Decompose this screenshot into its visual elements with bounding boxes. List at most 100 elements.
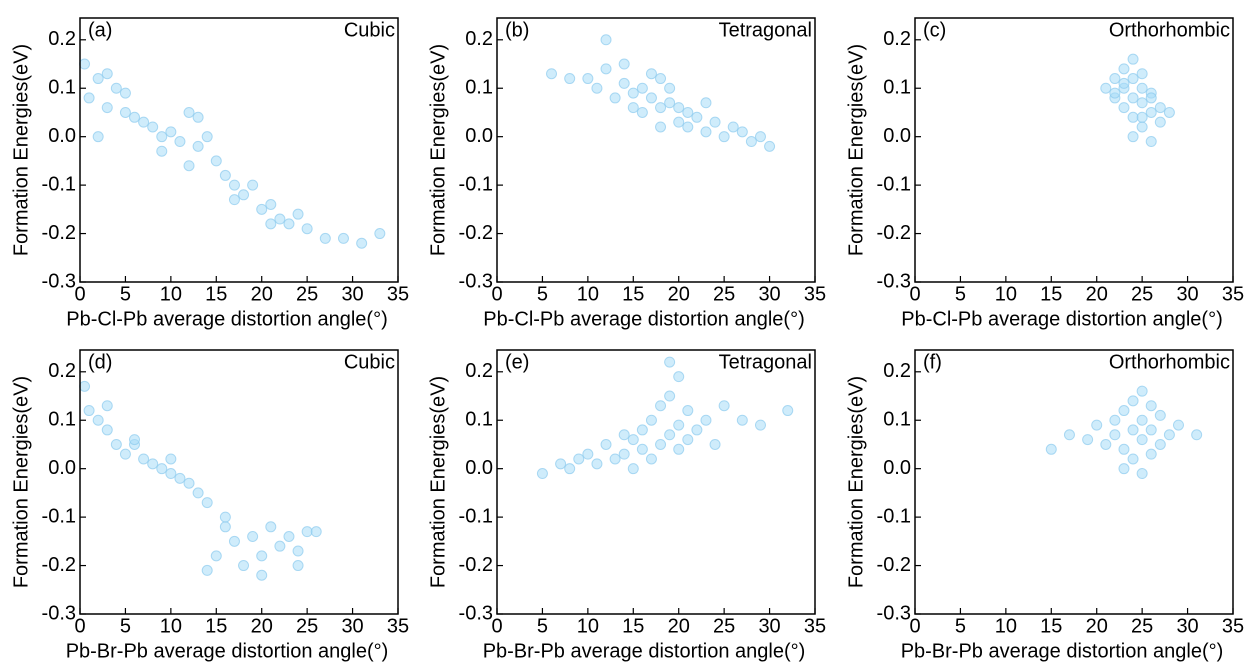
panel: 0 5 10 15 20 25 30 35 -0.3 -0.2 -0.1 0.0 0.1 0.2 (c) Or… xyxy=(845,17,1244,330)
data-point xyxy=(627,463,639,475)
data-point xyxy=(1136,121,1148,133)
x-tick-label: 35 xyxy=(387,615,409,637)
data-point xyxy=(83,405,95,417)
y-tick-label: -0.2 xyxy=(459,554,493,576)
data-point xyxy=(1154,438,1166,450)
x-tick-label: 0 xyxy=(491,615,502,637)
data-point xyxy=(247,179,259,191)
data-point xyxy=(727,121,739,133)
data-point xyxy=(1154,116,1166,128)
data-point xyxy=(1163,429,1175,441)
data-point xyxy=(165,126,177,138)
panel-label: (b) xyxy=(505,19,529,41)
data-point xyxy=(736,414,748,426)
data-point xyxy=(1154,102,1166,114)
data-point xyxy=(138,453,150,465)
data-point xyxy=(274,213,286,225)
data-point xyxy=(210,550,222,562)
y-tick-label: -0.2 xyxy=(877,222,911,244)
data-point xyxy=(627,434,639,446)
data-point xyxy=(1127,92,1139,104)
data-point xyxy=(1109,87,1121,99)
x-tick-label: 25 xyxy=(296,283,318,305)
data-point xyxy=(618,448,630,460)
x-tick-label: 20 xyxy=(251,283,273,305)
data-point xyxy=(1118,443,1130,455)
data-point xyxy=(1109,429,1121,441)
data-point xyxy=(636,106,648,118)
y-tick-label: -0.1 xyxy=(42,505,76,527)
data-point xyxy=(1091,419,1103,431)
x-tick-label: 5 xyxy=(120,615,131,637)
x-tick-label: 20 xyxy=(1086,283,1108,305)
data-point xyxy=(1127,395,1139,407)
data-point xyxy=(356,237,368,249)
x-tick-label: 5 xyxy=(537,615,548,637)
y-tick-label: -0.3 xyxy=(459,270,493,292)
data-point xyxy=(1136,97,1148,109)
data-point xyxy=(147,121,159,133)
data-point xyxy=(183,477,195,489)
data-point xyxy=(292,208,304,220)
data-point xyxy=(174,136,186,148)
panel-label: (f) xyxy=(923,351,942,373)
data-point xyxy=(673,419,685,431)
x-axis-label: Pb-Br-Pb average distortion angle(°) xyxy=(66,640,389,662)
y-tick-label: -0.2 xyxy=(42,222,76,244)
data-point xyxy=(709,116,721,128)
panel-annotation: Cubic xyxy=(344,19,395,41)
x-tick-label: 15 xyxy=(205,283,227,305)
x-tick-label: 35 xyxy=(1222,615,1244,637)
y-tick-label: -0.1 xyxy=(877,173,911,195)
data-point xyxy=(129,111,141,123)
x-tick-label: 0 xyxy=(74,615,85,637)
x-tick-label: 5 xyxy=(955,615,966,637)
data-point xyxy=(129,434,141,446)
data-point xyxy=(1191,429,1203,441)
x-tick-label: 20 xyxy=(251,615,273,637)
data-point xyxy=(636,82,648,94)
data-point xyxy=(709,438,721,450)
y-tick-label: -0.1 xyxy=(42,173,76,195)
y-tick-label: -0.2 xyxy=(42,554,76,576)
data-point xyxy=(609,92,621,104)
plot-frame xyxy=(914,349,1234,615)
data-point xyxy=(1118,63,1130,75)
data-point xyxy=(219,511,231,523)
data-point xyxy=(782,405,794,417)
y-tick-label: 0.0 xyxy=(883,457,911,479)
x-axis-label: Pb-Cl-Pb average distortion angle(°) xyxy=(483,308,804,330)
data-point xyxy=(664,356,676,368)
data-point xyxy=(201,497,213,509)
x-tick-label: 30 xyxy=(758,615,780,637)
data-point xyxy=(283,530,295,542)
x-tick-label: 35 xyxy=(804,615,826,637)
data-point xyxy=(265,198,277,210)
data-point xyxy=(138,116,150,128)
y-tick-label: -0.2 xyxy=(877,554,911,576)
y-tick-label: -0.1 xyxy=(459,173,493,195)
data-point xyxy=(310,526,322,538)
data-point xyxy=(700,97,712,109)
y-axis-label: Formation Energies(eV) xyxy=(427,376,449,588)
y-tick-label: -0.3 xyxy=(877,602,911,624)
data-point xyxy=(636,424,648,436)
data-point xyxy=(1127,131,1139,143)
data-point xyxy=(156,145,168,157)
data-point xyxy=(1118,102,1130,114)
data-point xyxy=(1154,409,1166,421)
y-tick-label: 0.0 xyxy=(48,457,76,479)
data-point xyxy=(600,438,612,450)
data-point xyxy=(1118,77,1130,89)
data-point xyxy=(764,140,776,152)
data-point xyxy=(682,405,694,417)
data-point xyxy=(1118,463,1130,475)
data-point xyxy=(256,203,268,215)
data-point xyxy=(92,131,104,143)
data-point xyxy=(238,560,250,572)
x-tick-label: 15 xyxy=(622,283,644,305)
x-tick-label: 5 xyxy=(537,283,548,305)
y-tick-label: 0.2 xyxy=(465,360,493,382)
data-point xyxy=(1145,448,1157,460)
data-point xyxy=(228,535,240,547)
